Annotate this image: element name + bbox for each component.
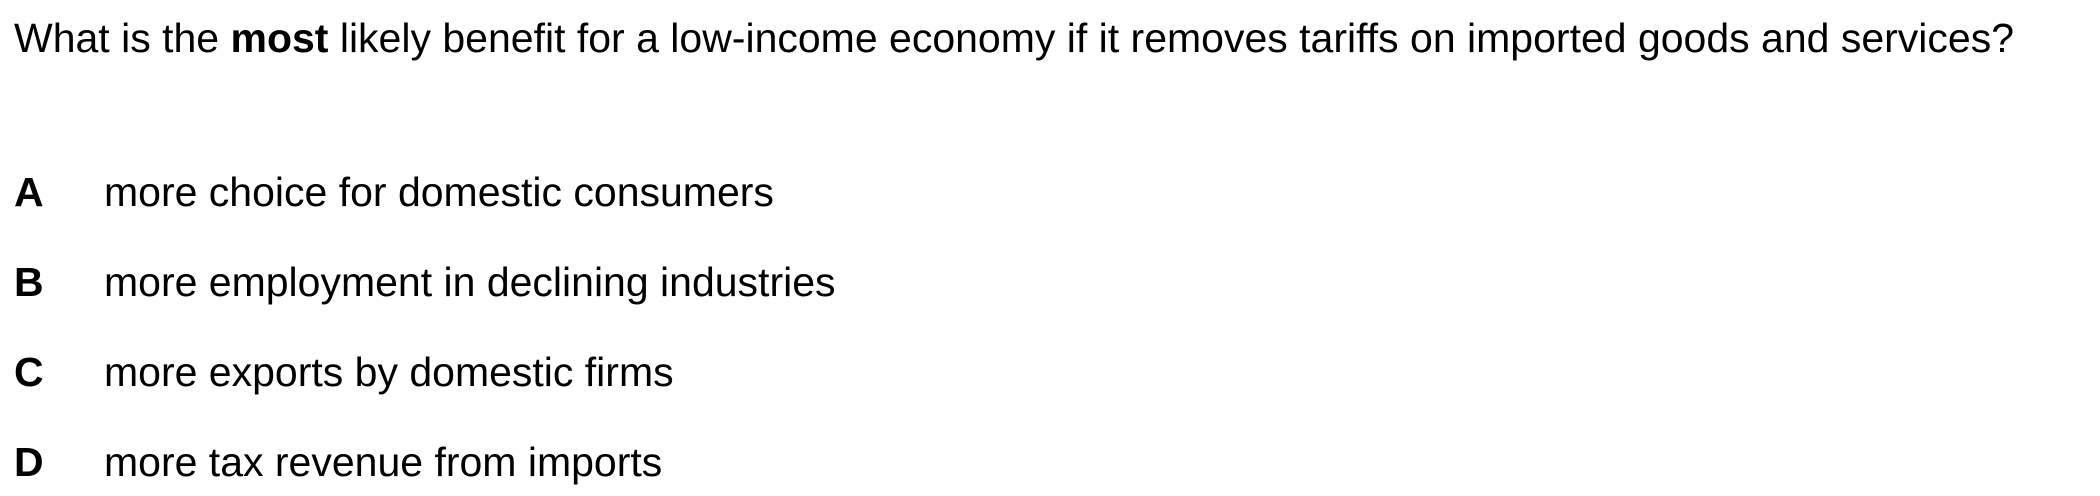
option-letter: D — [14, 439, 44, 485]
option-text: more exports by domestic firms — [104, 349, 674, 395]
option-text: more employment in declining industries — [104, 259, 836, 305]
option-letter: C — [14, 349, 44, 395]
question-text-before: What is the — [14, 15, 231, 61]
option-text: more choice for domestic consumers — [104, 169, 774, 215]
question-emphasis: most — [230, 15, 329, 61]
option-letter: B — [14, 259, 44, 305]
option-letter: A — [14, 169, 44, 215]
option-text: more tax revenue from imports — [104, 439, 663, 485]
question-stem: What is the most likely benefit for a lo… — [14, 11, 2074, 65]
question-text-after: likely benefit for a low-income economy … — [328, 15, 2015, 61]
